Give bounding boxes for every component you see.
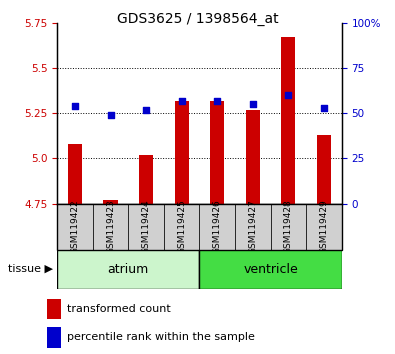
Bar [128,204,164,250]
Bar [175,101,189,204]
Point [72,103,78,109]
Point [321,105,327,111]
Point [179,98,185,103]
Bar [317,135,331,204]
Bar [68,144,82,204]
Text: GDS3625 / 1398564_at: GDS3625 / 1398564_at [117,12,278,27]
Text: GSM119426: GSM119426 [213,199,222,254]
Text: GSM119429: GSM119429 [320,199,328,254]
Bar [306,204,342,250]
Point [285,92,292,98]
Bar [271,204,306,250]
Text: GSM119422: GSM119422 [71,199,79,254]
Bar [47,327,61,348]
Bar [103,200,118,204]
Text: GSM119428: GSM119428 [284,199,293,254]
Point [143,107,149,113]
Point [107,112,114,118]
Bar [164,204,199,250]
Bar [199,250,342,289]
Point [250,101,256,107]
Text: tissue ▶: tissue ▶ [8,264,53,274]
Text: percentile rank within the sample: percentile rank within the sample [67,332,255,342]
Text: GSM119424: GSM119424 [142,199,150,254]
Text: GSM119427: GSM119427 [248,199,257,254]
Bar [139,155,153,204]
Bar [246,110,260,204]
Bar [57,204,93,250]
Text: GSM119423: GSM119423 [106,199,115,254]
Bar [47,298,61,319]
Text: atrium: atrium [108,263,149,275]
Bar [210,101,224,204]
Bar [57,250,199,289]
Bar [281,38,295,204]
Point [214,98,220,103]
Bar [93,204,128,250]
Bar [199,204,235,250]
Text: transformed count: transformed count [67,304,171,314]
Text: ventricle: ventricle [243,263,298,275]
Bar [235,204,271,250]
Text: GSM119425: GSM119425 [177,199,186,254]
